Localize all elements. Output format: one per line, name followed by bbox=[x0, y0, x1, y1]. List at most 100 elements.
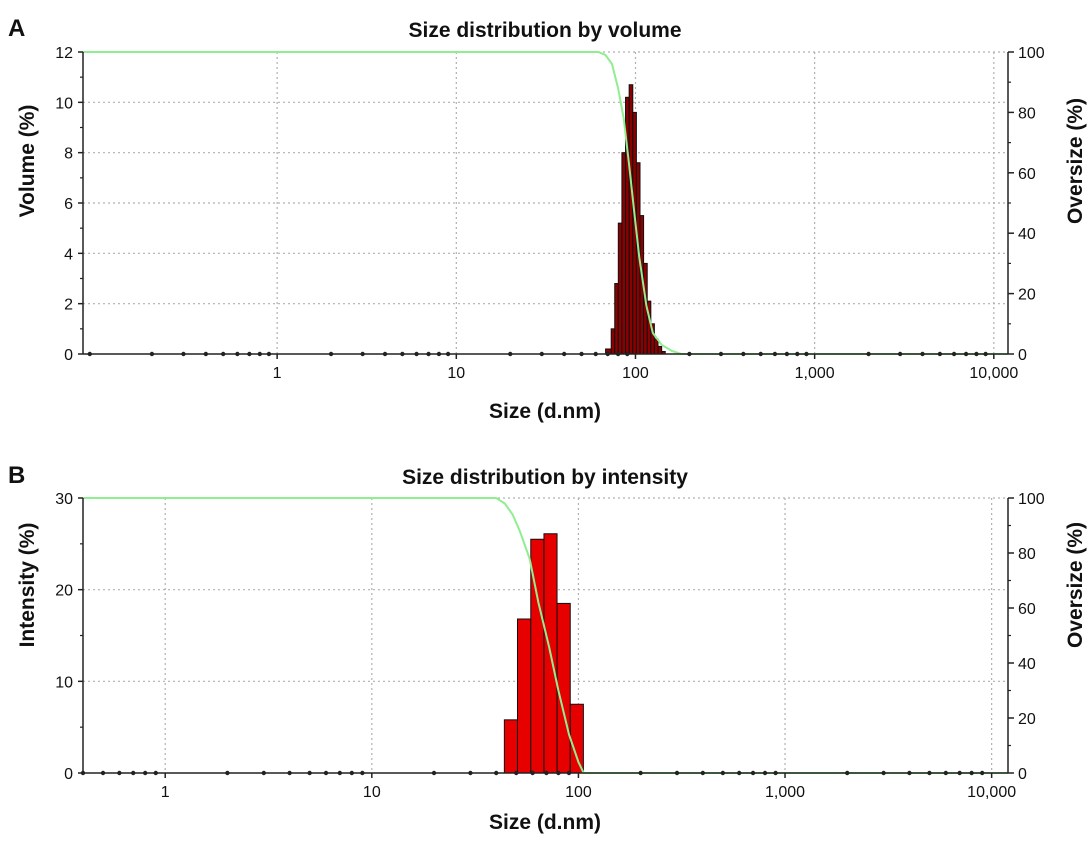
panel-b-y2-tick-label: 80 bbox=[1018, 546, 1036, 563]
panel-b-y-tick-label: 0 bbox=[64, 766, 73, 783]
panel-a-x-minor-tick bbox=[866, 351, 871, 357]
panel-b-oversize-curve bbox=[83, 497, 1008, 774]
panel-a-title: Size distribution by volume bbox=[408, 19, 681, 42]
panel-b-x-minor-tick bbox=[762, 770, 768, 776]
panel-b-x-minor-tick bbox=[720, 770, 726, 776]
panel-a-x-minor-tick bbox=[508, 351, 513, 357]
panel-a-y-axis-label: Volume (%) bbox=[16, 105, 39, 218]
panel-a-x-minor-tick bbox=[615, 351, 621, 357]
panel-a-x-tick-label: 1 bbox=[273, 365, 282, 382]
panel-a-x-minor-tick bbox=[400, 351, 405, 357]
panel-a-letter: A bbox=[8, 15, 25, 42]
panel-b-x-minor-tick bbox=[323, 770, 329, 776]
panel-a-x-minor-tick bbox=[687, 351, 692, 357]
panel-a-x-minor-tick bbox=[328, 351, 334, 357]
panel-a-x-minor-tick bbox=[561, 351, 567, 357]
panel-b-x-minor-tick bbox=[969, 770, 974, 776]
panel-b-x-minor-tick bbox=[979, 770, 985, 776]
panel-a-y-tick-label: 4 bbox=[64, 246, 73, 263]
panel-b-x-minor-tick bbox=[117, 770, 122, 776]
panel-a-x-minor-tick bbox=[937, 351, 943, 357]
panel-a-x-minor-tick bbox=[539, 351, 544, 357]
panel-a-x-minor-tick bbox=[593, 351, 598, 357]
panel-a-x-minor-tick bbox=[221, 351, 226, 357]
panel-a-y-tick-label: 6 bbox=[64, 196, 73, 213]
panel-b-x-minor-tick bbox=[468, 770, 473, 776]
panel-b-x-tick-label: 10,000 bbox=[967, 784, 1016, 801]
panel-b-x-minor-tick bbox=[556, 770, 561, 776]
panel-a-y2-axis-label: Oversize (%) bbox=[1064, 98, 1087, 224]
panel-a-histogram-bar bbox=[614, 283, 619, 355]
panel-b-histogram-bar bbox=[503, 719, 518, 774]
panel-b-y2-tick-label: 60 bbox=[1018, 601, 1036, 618]
panel-a-x-tick-label: 100 bbox=[622, 365, 649, 382]
panel-b-y-tick-label: 10 bbox=[55, 674, 73, 691]
panel-b-y-tick-label: 30 bbox=[55, 491, 73, 508]
panel-b-y2-tick-label: 0 bbox=[1018, 766, 1027, 783]
panel-b-x-minor-tick bbox=[349, 770, 355, 776]
panel-b-x-minor-tick bbox=[431, 770, 437, 776]
panel-a-x-minor-tick bbox=[951, 351, 957, 357]
panel-b-x-minor-tick bbox=[927, 770, 932, 776]
panel-b-x-minor-tick bbox=[544, 770, 549, 776]
panel-a-y-tick-label: 0 bbox=[64, 347, 73, 364]
panel-a-y2-tick-label: 40 bbox=[1018, 226, 1036, 243]
panel-a-x-minor-tick bbox=[414, 351, 419, 357]
panel-b-y-axis-label: Intensity (%) bbox=[16, 523, 39, 648]
panel-b-y2-tick-label: 20 bbox=[1018, 711, 1036, 728]
panel-a-y-tick-label: 12 bbox=[55, 45, 73, 62]
panel-b-x-minor-tick bbox=[750, 770, 756, 776]
panel-a-x-tick-label: 1,000 bbox=[795, 365, 835, 382]
panel-a-x-minor-tick bbox=[203, 351, 209, 357]
panel-a-oversize-curve bbox=[83, 51, 1008, 355]
panel-b-histogram-bar bbox=[569, 703, 584, 774]
panel-a-y-tick-label: 2 bbox=[64, 297, 73, 314]
panel-a-x-minor-tick bbox=[741, 351, 746, 357]
panel-a-histogram-bar bbox=[653, 338, 659, 355]
panel-a-x-minor-tick bbox=[360, 351, 365, 357]
panel-a-x-minor-tick bbox=[605, 351, 610, 357]
panel-b-x-minor-tick bbox=[360, 770, 365, 776]
panel-b-x-axis-label: Size (d.nm) bbox=[489, 811, 601, 834]
panel-a-x-minor-tick bbox=[235, 351, 240, 357]
panel-b-title: Size distribution by intensity bbox=[402, 466, 688, 489]
panel-a-x-tick-label: 10,000 bbox=[969, 365, 1018, 382]
panel-a-histogram-bar bbox=[628, 84, 634, 355]
panel-b-histogram-bar bbox=[516, 618, 532, 774]
panel-a-x-minor-tick bbox=[625, 351, 630, 357]
panel-a-histogram-bar bbox=[617, 222, 623, 355]
panel-a-x-minor-tick bbox=[920, 351, 925, 357]
panel-b-x-minor-tick bbox=[261, 770, 266, 776]
panel-a-x-minor-tick bbox=[149, 351, 155, 357]
panel-a-x-minor-tick bbox=[382, 351, 388, 357]
panel-b-x-minor-tick bbox=[700, 770, 706, 776]
panel-a-x-minor-tick bbox=[897, 351, 903, 357]
panel-b-y2-axis-label: Oversize (%) bbox=[1064, 522, 1087, 648]
panel-b-x-minor-tick bbox=[530, 770, 535, 776]
panel-b-x-minor-tick bbox=[773, 770, 778, 776]
panel-b-y-tick-label: 20 bbox=[55, 583, 73, 600]
panel-b-x-minor-tick bbox=[736, 770, 742, 776]
panel-a-x-minor-tick bbox=[426, 351, 431, 357]
panel-b-x-minor-tick bbox=[287, 770, 292, 776]
panel-b-x-minor-tick bbox=[100, 770, 106, 776]
panel-b-x-minor-tick bbox=[638, 770, 643, 776]
panel-a-y-tick-label: 10 bbox=[55, 95, 73, 112]
panel-a-histogram-bar bbox=[610, 328, 616, 355]
panel-a-x-minor-tick bbox=[266, 351, 272, 357]
panel-a-histogram-bar bbox=[657, 345, 663, 355]
panel-b-x-minor-tick bbox=[131, 770, 136, 776]
panel-a-x-minor-tick bbox=[445, 351, 451, 357]
panel-b-y2-tick-label: 40 bbox=[1018, 656, 1036, 673]
panel-b-x-minor-tick bbox=[957, 770, 962, 776]
panel-a-x-minor-tick bbox=[983, 351, 988, 357]
panel-a-x-minor-tick bbox=[181, 351, 186, 357]
panel-a-x-minor-tick bbox=[758, 351, 763, 357]
panel-a-x-minor-tick bbox=[795, 351, 800, 357]
panel-a-x-minor-tick bbox=[784, 351, 790, 357]
panel-b-x-minor-tick bbox=[153, 770, 158, 776]
panel-a-y2-tick-label: 100 bbox=[1018, 45, 1045, 62]
